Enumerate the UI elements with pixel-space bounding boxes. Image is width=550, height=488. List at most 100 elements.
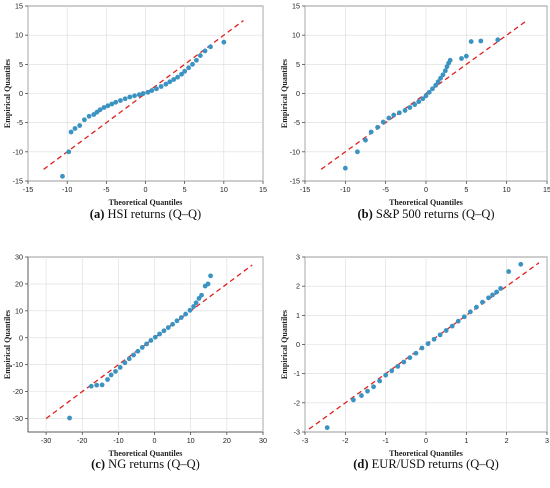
data-point bbox=[413, 350, 419, 356]
data-point bbox=[113, 369, 118, 374]
y-tick-label: -10 bbox=[13, 147, 23, 156]
x-tick-label: -2 bbox=[342, 436, 348, 445]
x-tick-label: 3 bbox=[545, 436, 549, 445]
data-point bbox=[447, 57, 453, 63]
data-point bbox=[197, 53, 203, 58]
data-point bbox=[468, 39, 474, 44]
y-tick-label: -5 bbox=[17, 118, 23, 127]
data-point bbox=[157, 331, 163, 337]
data-point bbox=[154, 86, 159, 92]
data-point bbox=[101, 105, 107, 110]
data-point bbox=[461, 314, 467, 320]
data-point bbox=[178, 315, 184, 320]
x-axis-label: Theoretical Quantiles bbox=[109, 198, 183, 207]
data-point bbox=[498, 286, 504, 291]
data-point bbox=[139, 345, 145, 350]
y-tick-label: -20 bbox=[13, 387, 23, 396]
y-tick-label: 0 bbox=[19, 89, 23, 98]
y-tick-label: 10 bbox=[15, 31, 23, 40]
data-point bbox=[386, 115, 392, 121]
y-tick-label: -10 bbox=[290, 147, 300, 156]
data-point bbox=[94, 382, 100, 388]
data-point bbox=[190, 61, 195, 67]
data-point bbox=[419, 345, 425, 351]
y-tick-label: 0 bbox=[296, 340, 300, 349]
data-point bbox=[433, 82, 439, 88]
data-point bbox=[132, 93, 137, 99]
y-tick-label: -10 bbox=[13, 360, 23, 369]
data-point bbox=[407, 355, 413, 361]
y-tick-label: -15 bbox=[13, 177, 23, 186]
data-point bbox=[183, 311, 189, 317]
data-point bbox=[480, 299, 485, 305]
data-point bbox=[193, 300, 199, 306]
caption-text: NG returns (Q–Q) bbox=[105, 457, 200, 471]
data-point bbox=[179, 71, 184, 77]
caption-text: HSI returns (Q–Q) bbox=[104, 207, 202, 221]
y-tick-label: 3 bbox=[296, 253, 300, 262]
caption-b: (b) S&P 500 returns (Q–Q) bbox=[357, 207, 494, 222]
x-tick-label: -15 bbox=[23, 185, 33, 194]
data-point bbox=[342, 165, 348, 171]
data-point bbox=[126, 356, 132, 362]
data-point bbox=[194, 57, 199, 63]
data-point bbox=[67, 415, 72, 421]
data-point bbox=[443, 328, 449, 333]
data-point bbox=[99, 382, 105, 388]
data-point bbox=[208, 44, 213, 50]
data-point bbox=[351, 397, 356, 403]
x-tick-label: 0 bbox=[424, 185, 428, 194]
data-point bbox=[455, 318, 461, 324]
data-point bbox=[135, 348, 141, 354]
x-tick-label: 15 bbox=[543, 185, 550, 194]
data-point bbox=[108, 372, 114, 378]
x-tick-label: 10 bbox=[187, 436, 195, 445]
data-point bbox=[144, 341, 149, 347]
x-tick-label: 10 bbox=[220, 185, 228, 194]
x-axis-label: Theoretical Quantiles bbox=[389, 449, 463, 458]
data-point bbox=[474, 304, 479, 310]
y-axis-label: Empirical Quantiles bbox=[280, 59, 289, 128]
caption-letter: (c) bbox=[91, 457, 106, 471]
data-point bbox=[437, 332, 443, 338]
y-tick-label: 0 bbox=[19, 333, 23, 342]
y-tick-label: -2 bbox=[294, 398, 300, 407]
data-point bbox=[438, 75, 443, 81]
x-tick-label: -5 bbox=[103, 185, 109, 194]
data-point bbox=[86, 113, 92, 119]
data-point bbox=[355, 149, 360, 155]
x-tick-label: -10 bbox=[340, 185, 350, 194]
data-point bbox=[72, 126, 78, 131]
x-tick-label: 0 bbox=[424, 436, 428, 445]
data-point bbox=[490, 292, 495, 298]
y-tick-label: 15 bbox=[15, 2, 23, 11]
data-point bbox=[202, 48, 208, 54]
data-point bbox=[170, 321, 176, 327]
data-point bbox=[442, 68, 448, 74]
data-point bbox=[191, 304, 196, 309]
caption-letter: (a) bbox=[89, 207, 105, 221]
data-point bbox=[506, 269, 512, 274]
data-point bbox=[136, 92, 142, 98]
data-point bbox=[167, 79, 173, 85]
x-tick-label: -3 bbox=[302, 436, 308, 445]
x-tick-label: -10 bbox=[62, 185, 72, 194]
x-tick-label: -20 bbox=[77, 436, 87, 445]
data-point bbox=[389, 368, 395, 374]
data-point bbox=[131, 352, 136, 358]
x-axis-label: Theoretical Quantiles bbox=[389, 198, 463, 207]
data-point bbox=[391, 112, 397, 118]
x-tick-label: 5 bbox=[183, 185, 187, 194]
data-point bbox=[208, 273, 213, 279]
data-point bbox=[412, 102, 418, 107]
data-point bbox=[175, 74, 181, 80]
y-tick-label: -15 bbox=[290, 177, 300, 186]
data-point bbox=[113, 99, 119, 105]
x-tick-label: 30 bbox=[259, 436, 267, 445]
data-point bbox=[486, 295, 491, 301]
data-point bbox=[199, 292, 204, 298]
